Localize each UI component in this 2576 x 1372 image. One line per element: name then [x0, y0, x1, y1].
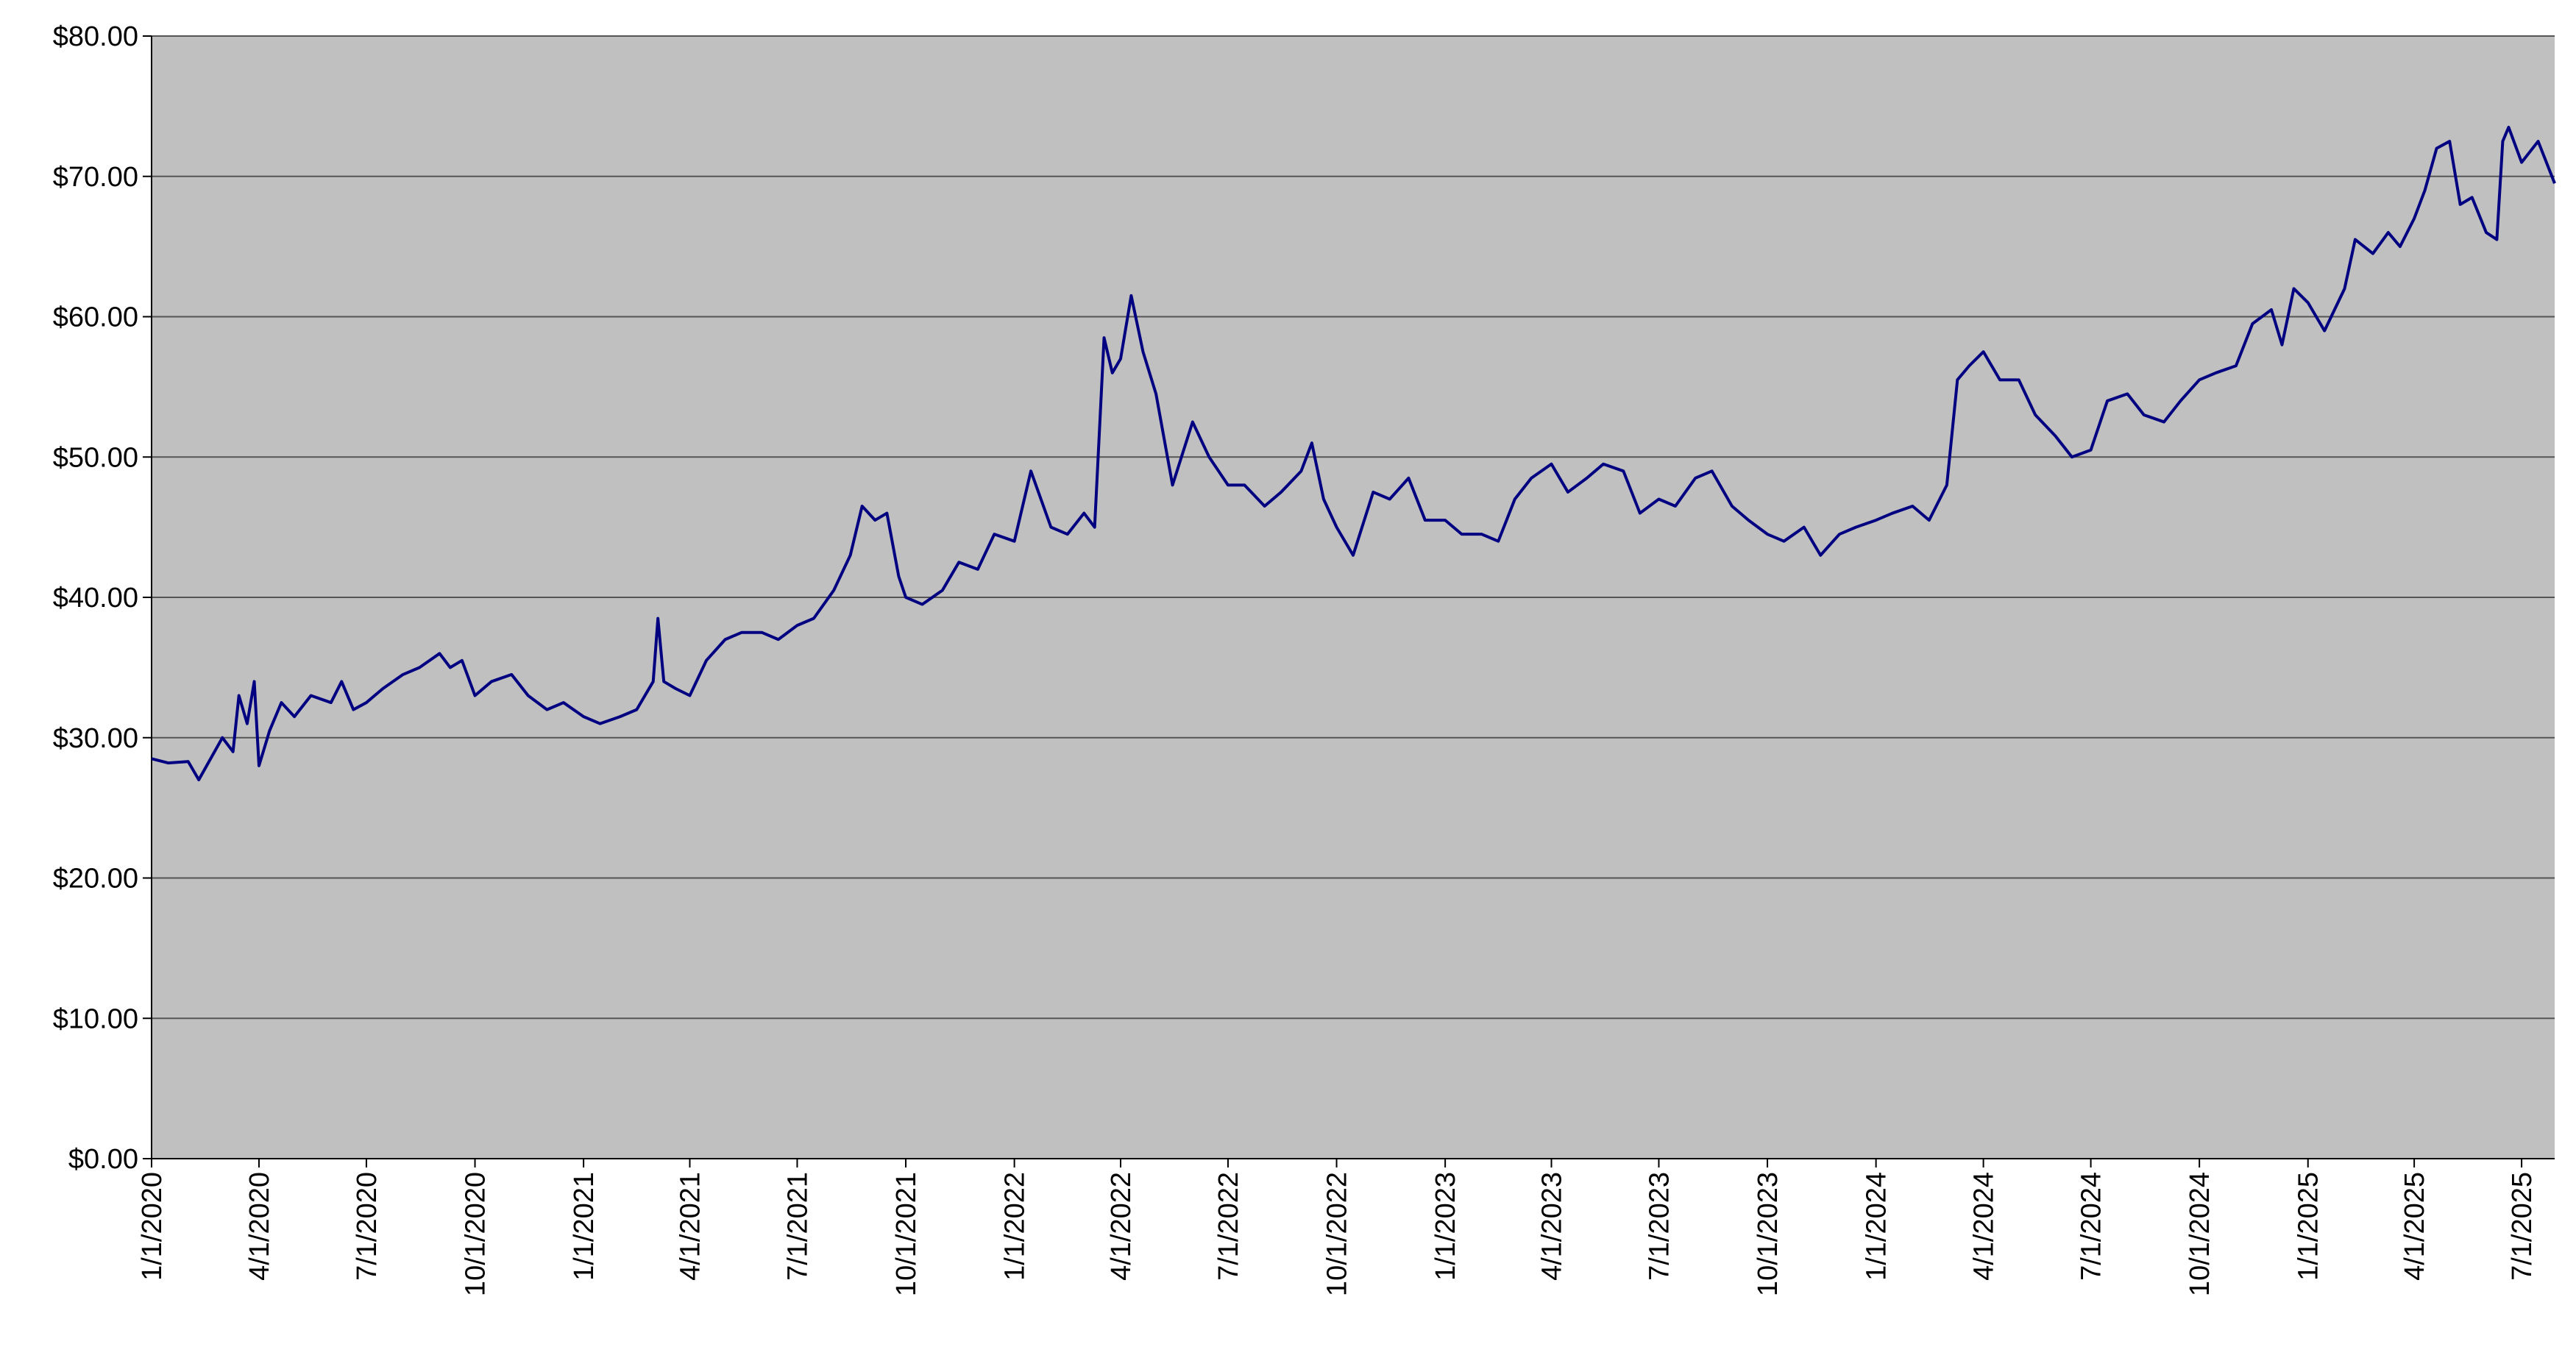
y-tick-label: $60.00	[53, 302, 138, 333]
x-tick-label: 10/1/2024	[2185, 1172, 2215, 1296]
x-tick-label: 7/1/2020	[352, 1172, 383, 1281]
x-tick-label: 1/1/2021	[569, 1172, 600, 1281]
x-tick-label: 1/1/2022	[1000, 1172, 1031, 1281]
x-tick-label: 7/1/2025	[2507, 1172, 2538, 1281]
x-tick-label: 1/1/2025	[2293, 1172, 2324, 1281]
x-tick-label: 7/1/2022	[1213, 1172, 1244, 1281]
x-tick-label: 1/1/2023	[1430, 1172, 1461, 1281]
y-tick-label: $40.00	[53, 583, 138, 614]
x-tick-label: 10/1/2020	[461, 1172, 492, 1296]
y-tick-label: $70.00	[53, 162, 138, 193]
x-tick-label: 7/1/2023	[1644, 1172, 1675, 1281]
x-tick-label: 4/1/2024	[1969, 1172, 2000, 1281]
x-tick-label: 1/1/2020	[137, 1172, 168, 1281]
x-tick-label: 4/1/2022	[1106, 1172, 1137, 1281]
x-tick-label: 1/1/2024	[1862, 1172, 1892, 1281]
x-tick-label: 7/1/2024	[2076, 1172, 2107, 1281]
x-tick-label: 4/1/2023	[1536, 1172, 1567, 1281]
x-tick-label: 10/1/2021	[891, 1172, 922, 1296]
y-tick-label: $0.00	[68, 1144, 138, 1175]
x-tick-label: 10/1/2023	[1753, 1172, 1784, 1296]
x-tick-label: 10/1/2022	[1322, 1172, 1353, 1296]
y-tick-label: $20.00	[53, 864, 138, 895]
y-tick-label: $30.00	[53, 723, 138, 754]
x-tick-label: 4/1/2020	[244, 1172, 275, 1281]
y-tick-label: $50.00	[53, 442, 138, 473]
x-tick-label: 4/1/2025	[2399, 1172, 2430, 1281]
x-tick-label: 7/1/2021	[782, 1172, 813, 1281]
y-tick-label: $10.00	[53, 1003, 138, 1034]
x-tick-label: 4/1/2021	[675, 1172, 706, 1281]
y-tick-label: $80.00	[53, 21, 138, 52]
price-line	[151, 125, 2556, 781]
